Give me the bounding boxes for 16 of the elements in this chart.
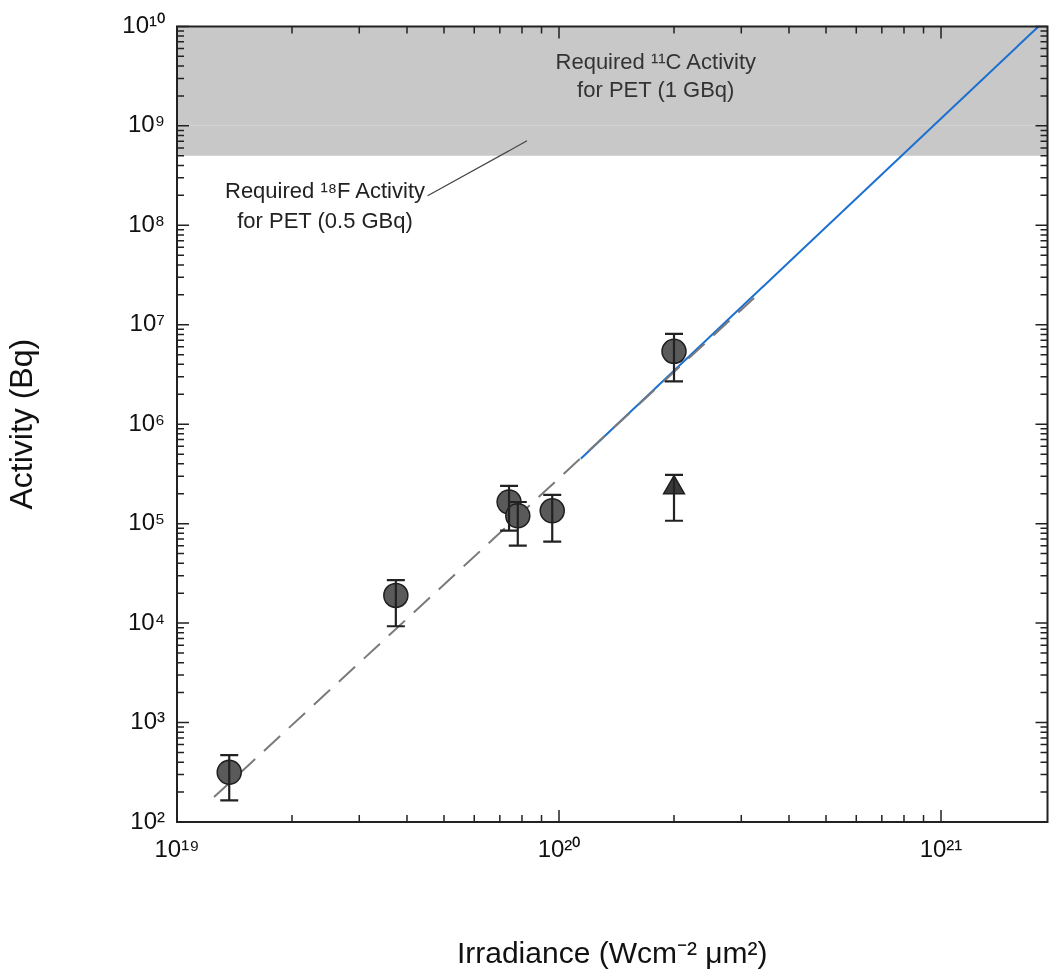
y-tick-label: 10⁸ (128, 209, 165, 237)
y-tick-label: 10² (130, 806, 166, 834)
y-tick-label: 10³ (130, 707, 166, 735)
y-tick-label: 10⁹ (128, 110, 165, 138)
y-tick-label: 10⁶ (128, 408, 165, 436)
x-tick-label: 10²⁰ (537, 835, 581, 863)
y-tick-label: 10⁷ (129, 309, 165, 337)
x-axis-title: Irradiance (Wcm⁻² μm²) (456, 936, 768, 970)
band-label: Required ¹¹C Activity for PET (1 GBq) (555, 49, 757, 103)
y-tick-label: 10⁵ (128, 508, 165, 536)
band-label: Required ¹⁸F Activity for PET (0.5 GBq) (224, 177, 426, 233)
y-axis-title: Activity (Bq) (3, 338, 40, 510)
x-tick-label: 10¹⁹ (154, 835, 200, 863)
x-tick-label: 10²¹ (919, 835, 963, 863)
y-tick-label: 10⁴ (127, 607, 165, 635)
y-tick-label: 10¹⁰ (122, 11, 165, 39)
